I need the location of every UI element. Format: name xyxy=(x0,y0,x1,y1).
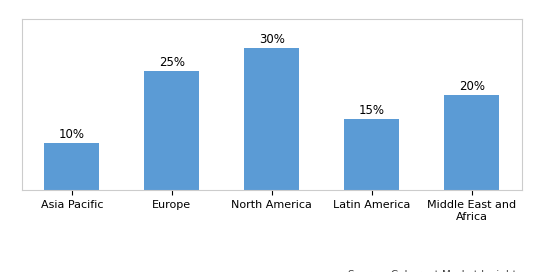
Bar xyxy=(44,143,99,190)
Text: Source: Coherent Market Insights: Source: Coherent Market Insights xyxy=(348,270,522,272)
Bar xyxy=(444,95,499,190)
Text: 15%: 15% xyxy=(359,104,385,117)
Bar xyxy=(144,72,199,190)
Text: 25%: 25% xyxy=(159,57,185,70)
Text: 30%: 30% xyxy=(259,33,285,46)
Text: 20%: 20% xyxy=(458,80,485,93)
Bar xyxy=(244,48,299,190)
Bar xyxy=(344,119,399,190)
Text: 10%: 10% xyxy=(59,128,85,141)
